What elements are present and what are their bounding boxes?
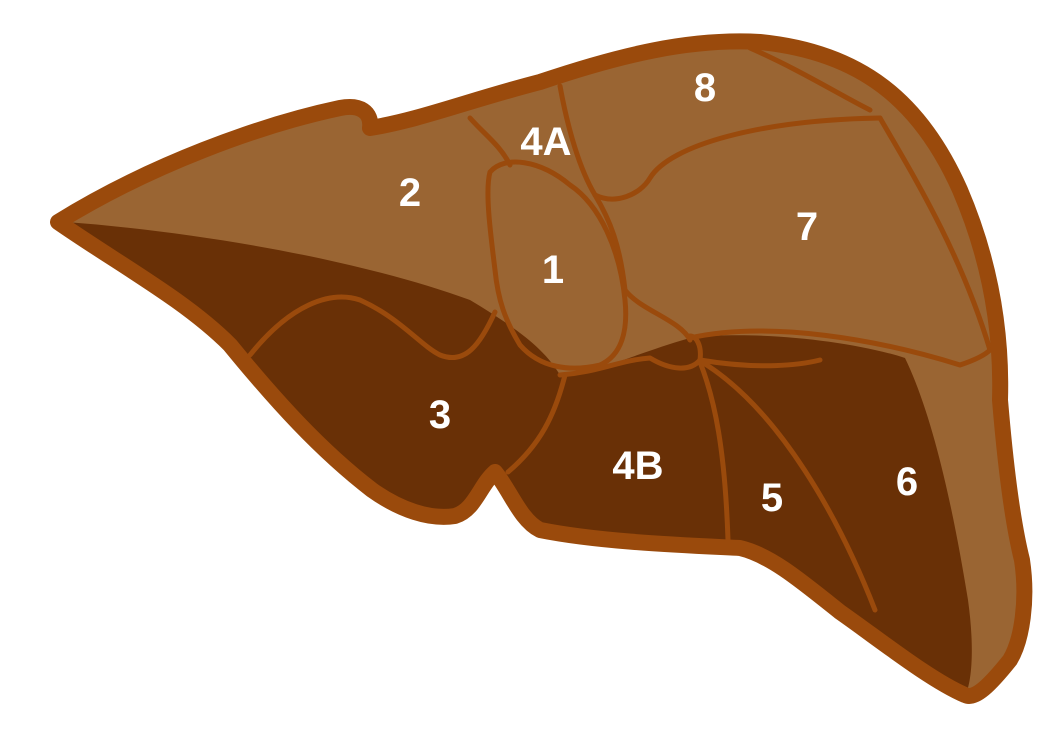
- segment-label-4a: 4A: [520, 120, 571, 164]
- segment-label-2: 2: [399, 171, 421, 215]
- segment-label-6: 6: [896, 460, 918, 504]
- segment-label-3: 3: [429, 393, 451, 437]
- segment-label-7: 7: [796, 205, 818, 249]
- segment-boundaries: [247, 45, 993, 613]
- segment-label-8: 8: [694, 66, 716, 110]
- segment-label-1: 1: [542, 248, 564, 292]
- liver-border: [50, 33, 1033, 704]
- segment-label-4b: 4B: [612, 444, 663, 488]
- segment-labels: 8 4A 2 7 1 3 4B 6 5: [399, 66, 918, 520]
- segment-label-5: 5: [761, 476, 783, 520]
